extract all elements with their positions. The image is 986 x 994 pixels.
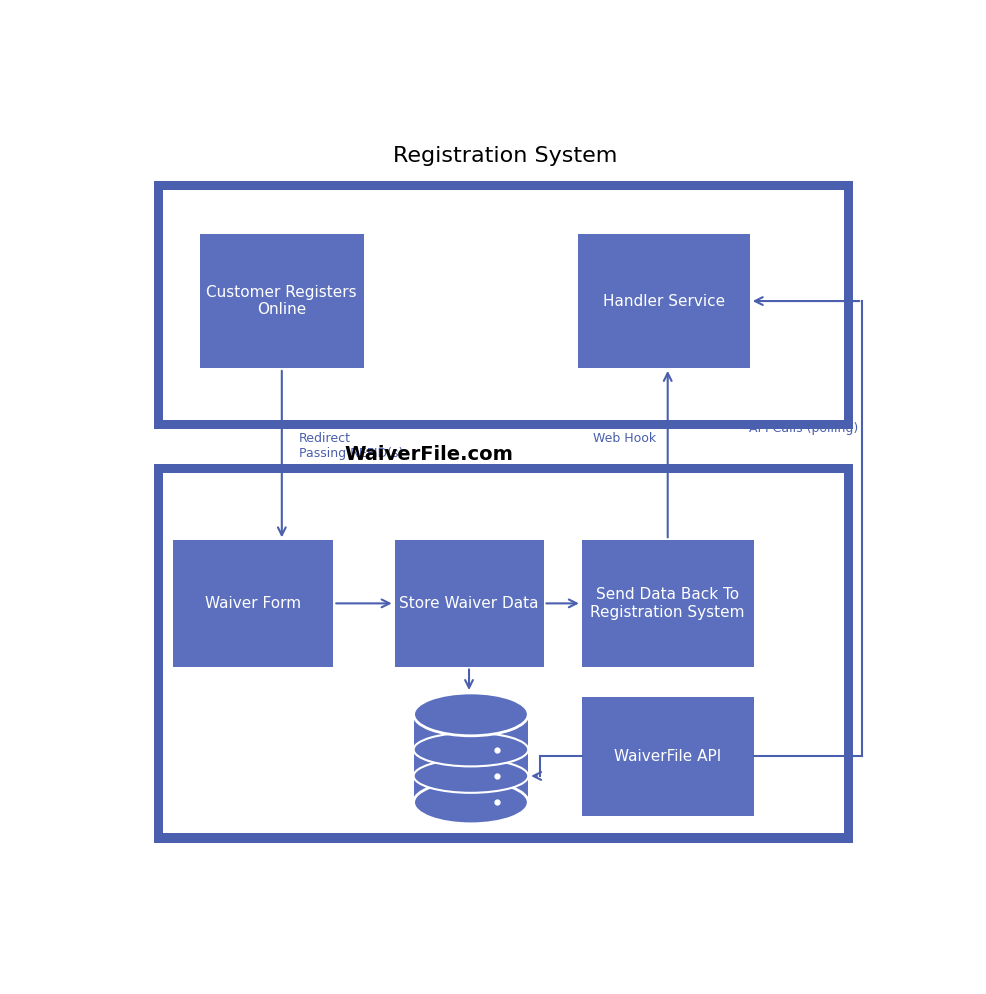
FancyBboxPatch shape: [154, 463, 853, 843]
Text: Waiver Form: Waiver Form: [205, 595, 301, 611]
Ellipse shape: [414, 781, 528, 824]
Text: WaiverFile API: WaiverFile API: [614, 748, 722, 764]
Text: WaiverFile.com: WaiverFile.com: [344, 444, 514, 463]
FancyBboxPatch shape: [578, 234, 749, 368]
FancyBboxPatch shape: [414, 715, 528, 802]
Text: Web Hook: Web Hook: [594, 432, 657, 445]
FancyBboxPatch shape: [154, 181, 853, 429]
FancyBboxPatch shape: [582, 541, 753, 667]
FancyBboxPatch shape: [163, 190, 844, 420]
Text: Handler Service: Handler Service: [602, 293, 725, 308]
FancyBboxPatch shape: [394, 541, 543, 667]
Ellipse shape: [414, 733, 528, 766]
Text: Send Data Back To
Registration System: Send Data Back To Registration System: [591, 587, 745, 619]
FancyBboxPatch shape: [173, 541, 333, 667]
Text: Redirect
Passing REFID(s): Redirect Passing REFID(s): [299, 432, 403, 460]
Text: Registration System: Registration System: [393, 146, 617, 166]
Ellipse shape: [414, 759, 528, 793]
Text: Store Waiver Data: Store Waiver Data: [399, 595, 538, 611]
FancyBboxPatch shape: [199, 234, 364, 368]
FancyBboxPatch shape: [163, 473, 844, 833]
Text: API Calls (polling): API Calls (polling): [749, 422, 859, 435]
FancyBboxPatch shape: [582, 697, 753, 816]
Text: Customer Registers
Online: Customer Registers Online: [206, 285, 357, 317]
Ellipse shape: [414, 693, 528, 736]
